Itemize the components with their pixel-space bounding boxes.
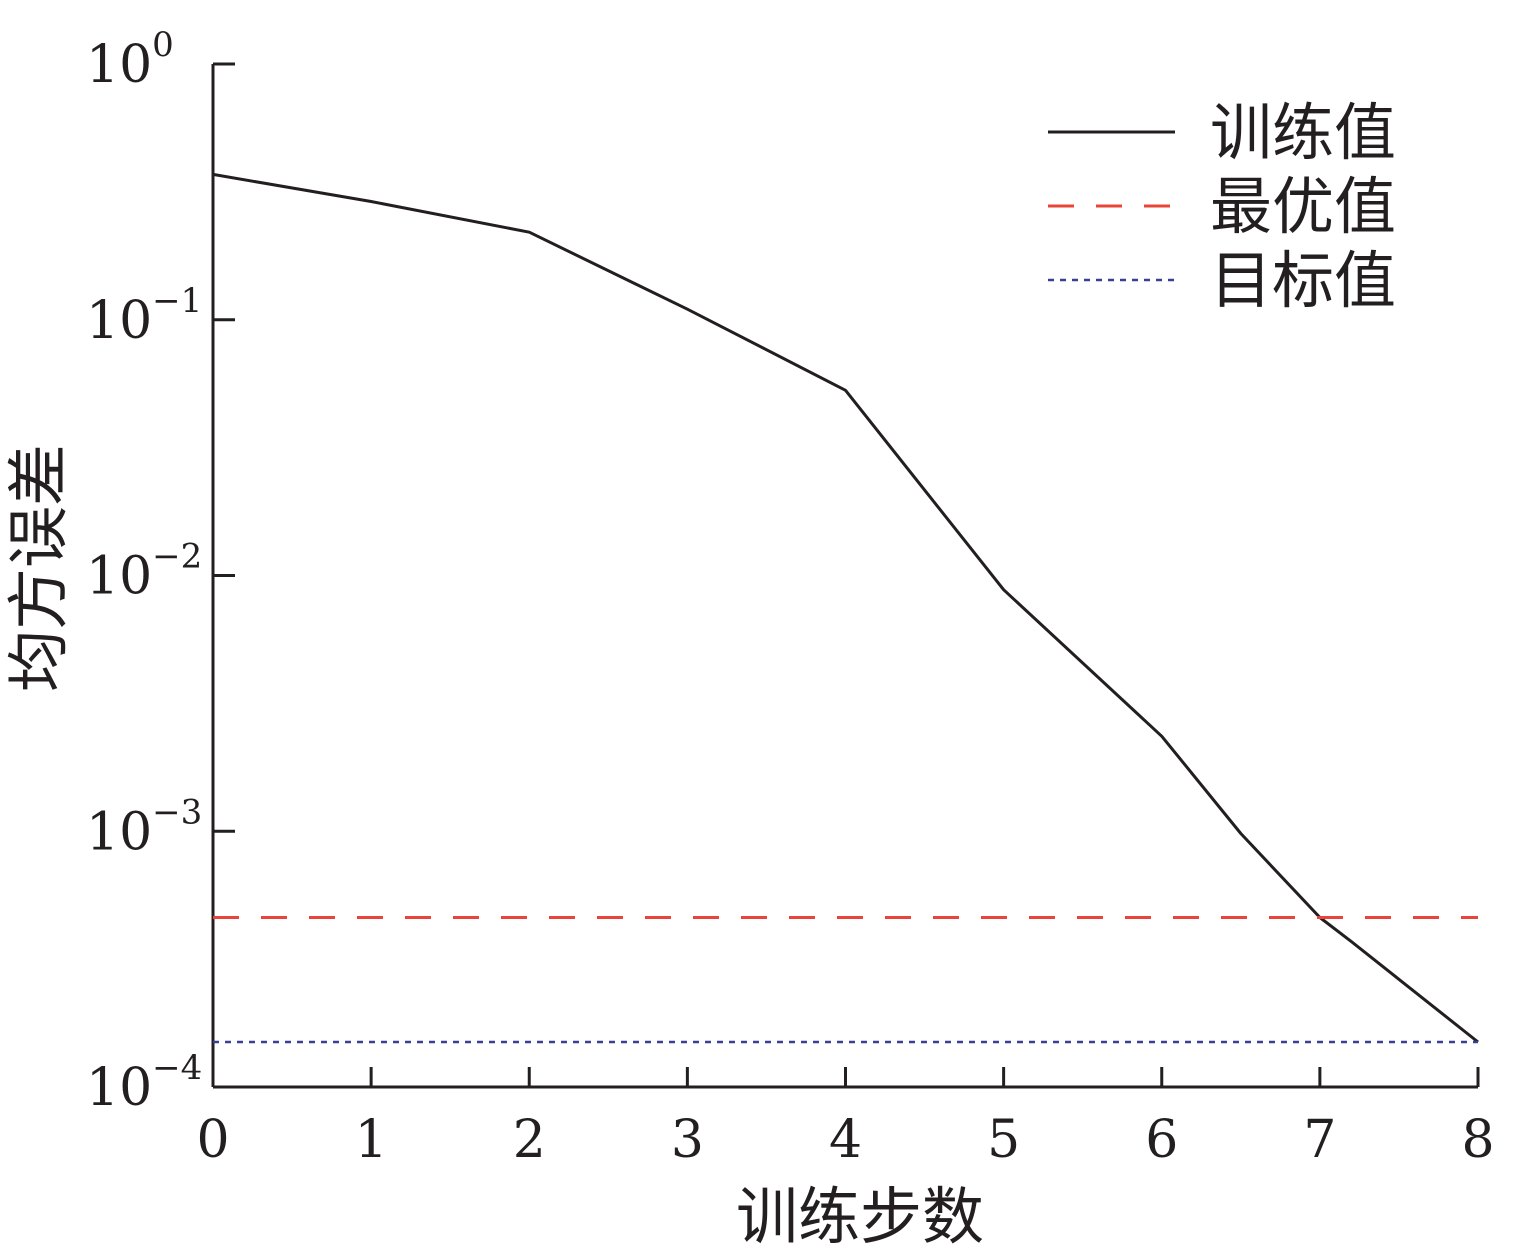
y-tick-exponent-1: −1 (152, 281, 202, 321)
x-tick-label-2: 2 (513, 1110, 546, 1170)
x-tick-label-6: 6 (1145, 1110, 1178, 1170)
y-tick-base-4: 10 (86, 1058, 152, 1118)
y-tick-label-1: 10−1 (86, 281, 202, 351)
y-tick-base-3: 10 (86, 802, 152, 862)
legend-label-1: 最优值 (1210, 170, 1396, 243)
x-tick-label-1: 1 (355, 1110, 388, 1170)
legend-label-0: 训练值 (1210, 96, 1396, 169)
y-tick-base-1: 10 (86, 291, 152, 351)
y-axis-label: 均方误差 (2, 444, 75, 692)
y-tick-label-4: 10−4 (86, 1048, 202, 1118)
x-tick-label-8: 8 (1461, 1110, 1494, 1170)
x-tick-label-3: 3 (671, 1110, 704, 1170)
y-tick-exponent-2: −2 (152, 537, 202, 577)
y-tick-exponent-4: −4 (152, 1048, 202, 1088)
y-tick-label-0: 100 (86, 25, 174, 95)
series (212, 172, 1479, 1044)
series-line-0 (212, 172, 1479, 1044)
y-tick-label-2: 10−2 (86, 537, 202, 607)
x-tick-label-0: 0 (196, 1110, 229, 1170)
y-tick-base-0: 10 (86, 35, 152, 95)
x-tick-label-7: 7 (1303, 1110, 1336, 1170)
y-tick-base-2: 10 (86, 547, 152, 607)
y-tick-exponent-3: −3 (152, 792, 202, 832)
y-tick-exponent-0: 0 (152, 25, 174, 65)
legend-label-2: 目标值 (1210, 244, 1396, 317)
x-axis-label: 训练步数 (736, 1180, 984, 1249)
x-tick-label-5: 5 (987, 1110, 1020, 1170)
x-tick-label-4: 4 (829, 1110, 862, 1170)
y-tick-label-3: 10−3 (86, 792, 202, 862)
